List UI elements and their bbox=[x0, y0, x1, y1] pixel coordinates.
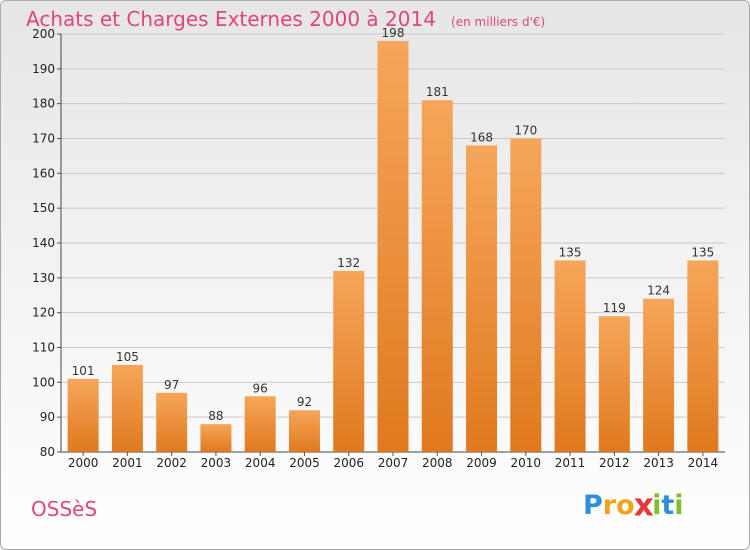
data-label-2012: 119 bbox=[603, 301, 626, 315]
place-name: OSSèS bbox=[31, 497, 98, 521]
bar-2004 bbox=[244, 396, 276, 452]
x-tick-label: 2000 bbox=[68, 456, 99, 470]
bar-2014 bbox=[687, 260, 719, 452]
x-tick-label: 2003 bbox=[201, 456, 232, 470]
data-label-2004: 96 bbox=[253, 381, 268, 395]
data-label-2009: 168 bbox=[470, 130, 493, 144]
y-tick-label: 140 bbox=[32, 236, 55, 250]
y-tick-label: 90 bbox=[40, 410, 55, 424]
data-label-2010: 170 bbox=[514, 124, 537, 138]
x-tick-label: 2010 bbox=[511, 456, 542, 470]
x-tick-label: 2004 bbox=[245, 456, 276, 470]
data-label-2011: 135 bbox=[559, 245, 582, 259]
y-tick-label: 100 bbox=[32, 375, 55, 389]
logo-letter: P bbox=[583, 490, 603, 521]
x-tick-label: 2013 bbox=[643, 456, 674, 470]
logo-letter: r bbox=[602, 490, 617, 521]
data-label-2014: 135 bbox=[691, 245, 714, 259]
y-tick-label: 180 bbox=[32, 97, 55, 111]
logo-letter: i bbox=[674, 490, 684, 521]
x-tick-label: 2012 bbox=[599, 456, 630, 470]
y-tick-label: 120 bbox=[32, 306, 55, 320]
x-tick-label: 2014 bbox=[688, 456, 719, 470]
bar-2009 bbox=[466, 145, 498, 452]
x-tick-label: 2007 bbox=[378, 456, 409, 470]
y-tick-label: 110 bbox=[32, 341, 55, 355]
x-tick-label: 2001 bbox=[112, 456, 143, 470]
proxiti-logo: Proxiti bbox=[583, 487, 684, 524]
labels: 80 90 100 110 120 130 140 150 160 170 180 190 200 101… bbox=[32, 26, 718, 470]
bar-2002 bbox=[156, 392, 188, 452]
x-tick-label: 2008 bbox=[422, 456, 453, 470]
logo-letter: x bbox=[633, 487, 654, 524]
data-label-2003: 88 bbox=[208, 409, 223, 423]
y-tick-label: 170 bbox=[32, 132, 55, 146]
bar-2003 bbox=[200, 424, 232, 452]
data-label-2013: 124 bbox=[647, 284, 670, 298]
bar-2013 bbox=[643, 298, 675, 452]
x-tick-label: 2002 bbox=[156, 456, 187, 470]
chart-title: Achats et Charges Externes 2000 à 2014 bbox=[26, 7, 436, 31]
x-tick-label: 2009 bbox=[466, 456, 497, 470]
bar-2000 bbox=[67, 378, 99, 452]
data-label-2008: 181 bbox=[426, 85, 449, 99]
x-tick-label: 2005 bbox=[289, 456, 320, 470]
logo-letter: i bbox=[652, 490, 662, 521]
bar-2001 bbox=[111, 364, 143, 452]
x-tick-label: 2011 bbox=[555, 456, 586, 470]
y-tick-label: 150 bbox=[32, 201, 55, 215]
logo-letter: o bbox=[616, 490, 635, 521]
chart-subtitle: (en milliers d'€) bbox=[451, 15, 546, 29]
y-tick-label: 80 bbox=[40, 445, 55, 459]
y-tick-label: 160 bbox=[32, 166, 55, 180]
logo-letter: t bbox=[661, 490, 675, 521]
data-label-2001: 105 bbox=[116, 350, 139, 364]
data-label-2002: 97 bbox=[164, 378, 179, 392]
bar-2012 bbox=[598, 316, 630, 452]
y-tick-label: 130 bbox=[32, 271, 55, 285]
bar-2010 bbox=[510, 138, 542, 452]
data-label-2007: 198 bbox=[382, 26, 405, 40]
bar-2005 bbox=[288, 410, 320, 452]
bars bbox=[67, 40, 719, 452]
data-label-2005: 92 bbox=[297, 395, 312, 409]
chart-title-row: Achats et Charges Externes 2000 à 2014 (… bbox=[26, 7, 545, 31]
bar-2008 bbox=[421, 100, 453, 452]
y-tick-label: 190 bbox=[32, 62, 55, 76]
y-tick-label: 200 bbox=[32, 27, 55, 41]
bar-2007 bbox=[377, 40, 409, 452]
data-label-2006: 132 bbox=[337, 256, 360, 270]
bar-2011 bbox=[554, 260, 586, 452]
bar-2006 bbox=[333, 270, 365, 452]
data-label-2000: 101 bbox=[72, 364, 95, 378]
x-tick-label: 2006 bbox=[333, 456, 364, 470]
